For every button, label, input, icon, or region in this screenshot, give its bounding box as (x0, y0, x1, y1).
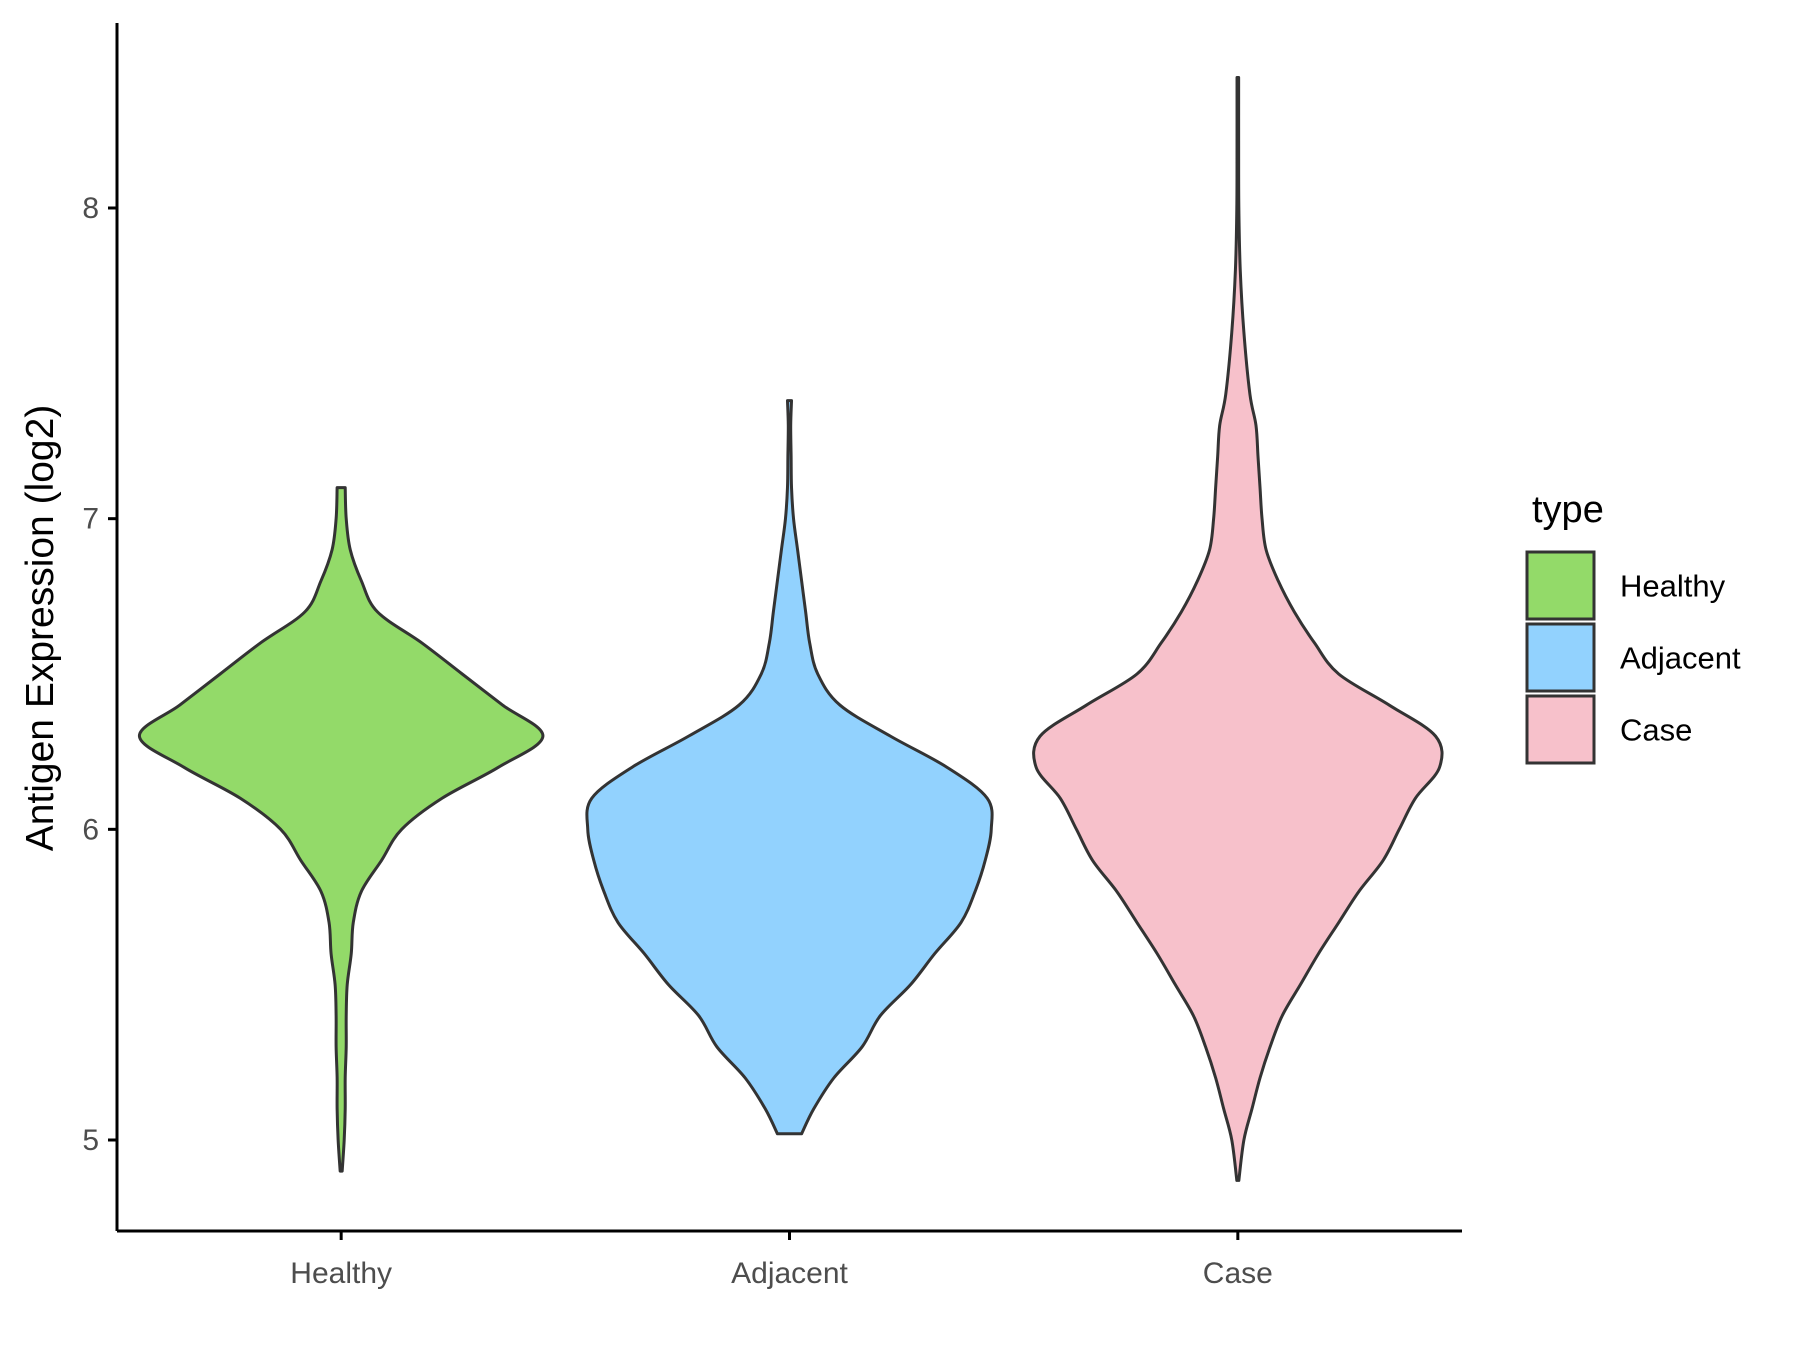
y-tick-label: 7 (82, 503, 99, 536)
y-axis-title: Antigen Expression (log2) (19, 405, 62, 852)
legend-label-healthy: Healthy (1620, 569, 1726, 604)
violin-case (1032, 76, 1444, 1182)
x-tick-label: Case (1203, 1257, 1273, 1290)
legend-swatch-adjacent (1525, 622, 1596, 693)
x-tick-label: Adjacent (731, 1257, 848, 1290)
y-tick-label: 8 (82, 192, 99, 225)
x-tick-label: Healthy (290, 1257, 392, 1290)
x-ticks: Healthy Adjacent Case (290, 1231, 1273, 1290)
y-tick-label: 6 (82, 813, 99, 846)
legend-title: type (1532, 489, 1604, 531)
legend-label-case: Case (1620, 713, 1692, 748)
violin-healthy (137, 486, 545, 1173)
legend: type Healthy Adjacent Case (1525, 489, 1741, 765)
y-tick-label: 5 (82, 1124, 99, 1157)
legend-label-adjacent: Adjacent (1620, 641, 1741, 676)
axes: 5 6 7 8 Healthy Adjacent Case (82, 23, 1462, 1290)
legend-swatch-case (1525, 694, 1596, 765)
legend-entries: Healthy Adjacent Case (1525, 550, 1741, 765)
y-ticks: 5 6 7 8 (82, 192, 117, 1157)
violin-adjacent (585, 399, 994, 1136)
violins (137, 76, 1444, 1182)
legend-swatch-healthy (1525, 550, 1596, 621)
